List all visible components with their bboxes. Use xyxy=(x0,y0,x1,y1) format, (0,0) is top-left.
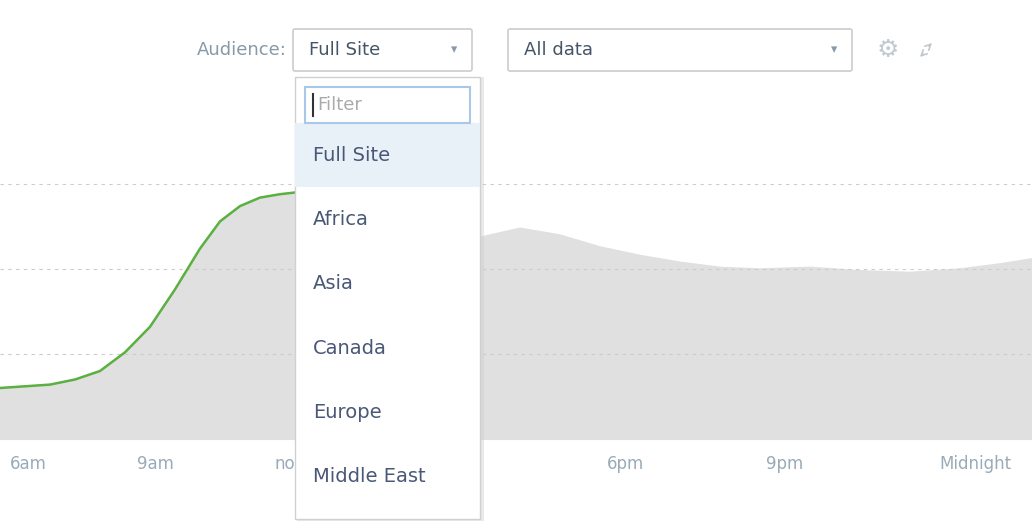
Text: Midnight: Midnight xyxy=(939,455,1011,473)
FancyBboxPatch shape xyxy=(305,87,470,123)
Text: 9pm: 9pm xyxy=(767,455,804,473)
Polygon shape xyxy=(0,193,295,439)
Text: 6pm: 6pm xyxy=(607,455,644,473)
FancyBboxPatch shape xyxy=(295,123,480,187)
FancyBboxPatch shape xyxy=(293,29,472,71)
Text: ▾: ▾ xyxy=(831,43,837,57)
Text: ▾: ▾ xyxy=(451,43,457,57)
Text: noon: noon xyxy=(275,455,316,473)
Text: All data: All data xyxy=(524,41,593,59)
Text: Canada: Canada xyxy=(313,339,387,358)
Polygon shape xyxy=(460,228,1032,439)
FancyBboxPatch shape xyxy=(297,77,484,521)
FancyBboxPatch shape xyxy=(508,29,852,71)
Text: Full Site: Full Site xyxy=(313,145,390,165)
Text: Europe: Europe xyxy=(313,403,382,422)
Text: Asia: Asia xyxy=(313,275,354,294)
Text: Africa: Africa xyxy=(313,210,368,229)
FancyBboxPatch shape xyxy=(295,77,480,519)
Text: 9am: 9am xyxy=(136,455,173,473)
Text: ⚙: ⚙ xyxy=(877,38,899,62)
Text: 3pm: 3pm xyxy=(442,455,479,473)
Text: Full Site: Full Site xyxy=(309,41,380,59)
Text: Middle East: Middle East xyxy=(313,467,425,486)
Text: 6am: 6am xyxy=(9,455,46,473)
Text: Filter: Filter xyxy=(317,96,362,114)
Text: Audience:: Audience: xyxy=(197,41,287,59)
